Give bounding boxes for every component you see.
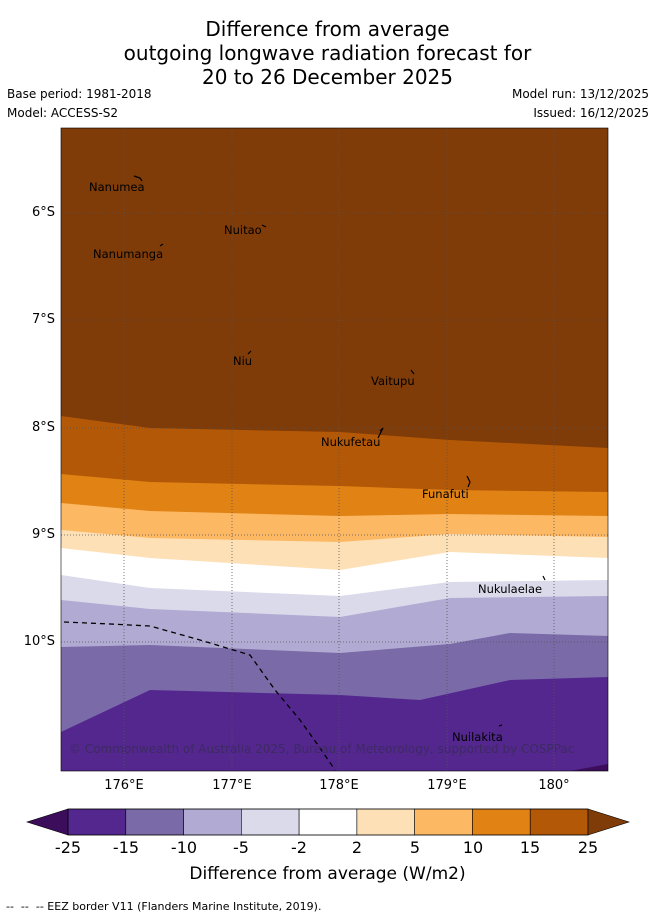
legend-note: -- -- -- EEZ border V11 (Flanders Marine…	[6, 900, 322, 913]
colorbar-extend-high	[588, 809, 629, 835]
lat-label-7s: 7°S	[31, 312, 55, 327]
island-funafuti	[466, 475, 471, 488]
contour-fill	[61, 128, 608, 771]
place-nanumea: Nanumea	[89, 180, 145, 194]
base-period: Base period: 1981-2018	[7, 87, 152, 101]
place-funafuti: Funafuti	[422, 487, 469, 501]
title-line-3: 20 to 26 December 2025	[201, 65, 453, 89]
issued-date: Issued: 16/12/2025	[533, 106, 649, 120]
lat-label-9s: 9°S	[31, 527, 55, 542]
island-nukufetau	[377, 427, 384, 439]
band-minus-15-25	[61, 677, 608, 771]
band-below-25	[570, 764, 608, 771]
map-frame	[60, 127, 609, 772]
lon-label-179e: 179°E	[427, 778, 467, 793]
lon-label-180: 180°	[538, 778, 570, 793]
model-name: Model: ACCESS-S2	[7, 106, 119, 120]
colorbar-cell	[125, 808, 184, 836]
lon-label-178e: 178°E	[319, 778, 359, 793]
colorbar-tick: -5	[233, 838, 249, 857]
colorbar-tick: 25	[577, 838, 599, 857]
colorbar-extend-low	[27, 809, 68, 835]
lon-label-177e: 177°E	[212, 778, 252, 793]
title-line-1: Difference from average	[205, 17, 450, 41]
place-nukulaelae: Nukulaelae	[478, 582, 543, 596]
colorbar-cell	[414, 808, 473, 836]
island-nanumea	[133, 175, 143, 182]
colorbar-tick: -25	[54, 838, 82, 857]
colorbar-cell	[67, 808, 127, 836]
lat-label-8s: 8°S	[31, 420, 55, 435]
colorbar-tick: 2	[351, 838, 363, 857]
place-vaitupu: Vaitupu	[371, 374, 415, 388]
place-nukufetau: Nukufetau	[321, 435, 381, 449]
colorbar-tick: -15	[112, 838, 140, 857]
colorbar-frame	[67, 808, 589, 836]
colorbar-tick: 5	[409, 838, 421, 857]
island-niu	[247, 350, 252, 355]
colorbar-cell	[183, 808, 242, 836]
place-nuilakita: Nuilakita	[452, 730, 503, 744]
island-nuitao	[261, 224, 267, 228]
colorbar-cell	[472, 808, 531, 836]
island-nuilakita	[498, 724, 503, 727]
lat-label-10s: 10°S	[23, 634, 55, 649]
colorbar-cell	[298, 808, 358, 836]
lat-label-6s: 6°S	[31, 205, 55, 220]
islands	[133, 175, 546, 727]
colorbar-cell	[241, 808, 300, 836]
lon-label-176e: 176°E	[104, 778, 144, 793]
place-nuitao: Nuitao	[224, 223, 262, 237]
colorbar-tick: -2	[291, 838, 307, 857]
model-run: Model run: 13/12/2025	[511, 87, 649, 101]
colorbar-tick: -10	[170, 838, 198, 857]
colorbar-title: Difference from average (W/m2)	[189, 864, 466, 884]
colorbar-cell	[356, 808, 415, 836]
colorbar-cell	[529, 808, 589, 836]
colorbar	[26, 808, 630, 836]
legend-note-text: -- EEZ border V11 (Flanders Marine Insti…	[35, 900, 322, 913]
title-line-2: outgoing longwave radiation forecast for	[123, 41, 532, 65]
place-nanumanga: Nanumanga	[93, 247, 164, 261]
place-niu: Niu	[233, 354, 253, 368]
copyright-notice: © Commonwealth of Australia 2025, Bureau…	[69, 742, 575, 756]
island-nukulaelae	[542, 575, 546, 581]
eez-border	[63, 621, 336, 771]
island-nanumanga	[159, 243, 164, 247]
colorbar-tick: 10	[462, 838, 484, 857]
colorbar-tick: 15	[519, 838, 541, 857]
graticule	[61, 128, 608, 771]
island-vaitupu	[410, 369, 415, 375]
